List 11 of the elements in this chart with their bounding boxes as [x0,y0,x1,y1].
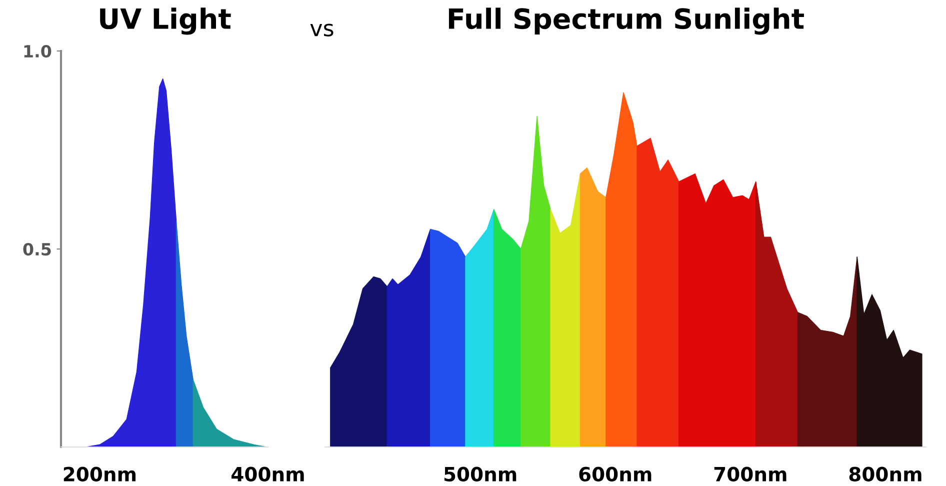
y-tick-label: 1.0 [24,44,52,58]
x-tick-label: 200nm [64,466,136,482]
y-tick-label: 0.5 [23,242,51,256]
x-tick-label: 600nm [579,466,652,482]
x-tick-label: 400nm [232,466,304,482]
x-tick-label: 500nm [444,466,516,482]
x-tick-label: 700nm [714,466,786,482]
text: vs [310,24,334,36]
chart-title: Full Spectrum Sunlight [448,8,804,35]
chart-title: UV Light [100,8,231,35]
x-tick-label: 800nm [849,466,922,482]
